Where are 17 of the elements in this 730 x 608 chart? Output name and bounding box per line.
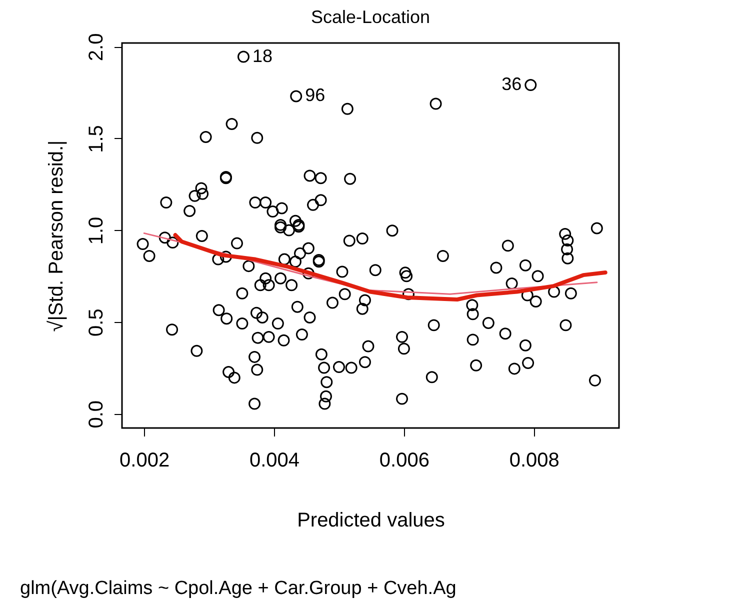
annotation: 18 — [252, 46, 273, 66]
annotation: 36 — [502, 74, 522, 94]
x-tick-label: 0.008 — [509, 450, 560, 472]
y-tick-label: 2.0 — [86, 33, 108, 62]
chart-title: Scale-Location — [310, 6, 430, 27]
text: glm(Avg.Claims ~ Cpol.Age + Car.Group + Cveh.Ag — [20, 578, 456, 599]
x-tick-label: 0.002 — [120, 450, 170, 472]
y-tick-label: 0.5 — [86, 308, 108, 336]
y-tick-label: 1.0 — [86, 216, 108, 245]
y-tick-label: 1.5 — [86, 125, 108, 153]
y-tick-label: 0.0 — [86, 400, 108, 428]
x-tick-label: 0.006 — [379, 450, 430, 472]
annotation: 96 — [305, 85, 326, 106]
y-axis-title: √|Std. Pearson resid.| — [46, 140, 68, 332]
line-series — [173, 233, 608, 302]
x-axis-title: Predicted values — [297, 510, 445, 532]
x-tick-label: 0.004 — [249, 450, 300, 472]
